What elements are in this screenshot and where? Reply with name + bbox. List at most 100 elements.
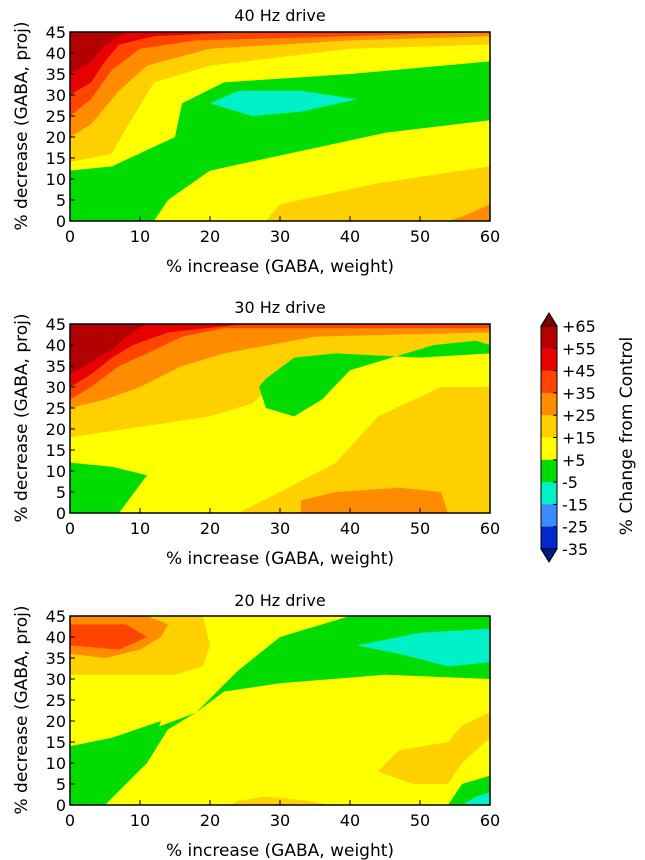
contour-region [70, 32, 490, 163]
colorbar-tick-label: +35 [562, 384, 596, 403]
y-tick-label: 45 [46, 607, 66, 626]
contour-region [238, 387, 490, 513]
panel-title: 30 Hz drive [234, 298, 325, 317]
y-tick-label: 20 [46, 128, 66, 147]
y-tick-label: 35 [46, 649, 66, 668]
colorbar-tick-label: +5 [562, 451, 586, 470]
colorbar-swatches [540, 312, 558, 563]
y-tick-label: 35 [46, 357, 66, 376]
contour-area [70, 32, 490, 221]
contour-region [70, 462, 147, 513]
y-tick-label: 30 [46, 670, 66, 689]
contour-region [70, 624, 147, 650]
x-axis-ticks: 0 10 20 30 40 50 60 [65, 216, 500, 246]
x-tick-label: 60 [480, 227, 500, 246]
contour-region [70, 324, 490, 408]
y-tick-label: 45 [46, 315, 66, 334]
colorbar-tick-label: +45 [562, 362, 596, 381]
contour-area [70, 324, 490, 513]
x-tick-label: 0 [65, 519, 75, 538]
colorbar-swatch [541, 482, 557, 505]
colorbar-tick-label: +15 [562, 429, 596, 448]
panel-title: 40 Hz drive [234, 6, 325, 25]
colorbar-swatch [541, 526, 557, 550]
colorbar-swatch [541, 348, 557, 372]
colorbar: +65 +55 +45 +35 +25 +15 +5 -5 -15 -25 -35 % Change… [540, 312, 637, 563]
y-tick-label: 20 [46, 420, 66, 439]
contour-region [462, 792, 490, 805]
panel-30hz: 30 Hz drive 0 10 20 30 40 50 60 0 5 10 15 20 25 30 35… [12, 298, 500, 569]
panel-40hz: 40 Hz drive 0 10 20 30 40 50 60 0 5 10 15 20 25 30 35… [12, 6, 500, 277]
contour-region [210, 90, 357, 116]
x-axis-ticks: 0 10 20 30 40 50 60 [65, 508, 500, 538]
x-tick-label: 20 [200, 227, 220, 246]
contour-area [70, 616, 490, 805]
x-tick-label: 10 [130, 227, 150, 246]
y-tick-label: 10 [46, 170, 66, 189]
x-tick-label: 30 [270, 811, 290, 830]
y-tick-label: 20 [46, 712, 66, 731]
panel-title: 20 Hz drive [234, 591, 325, 610]
colorbar-swatch [541, 392, 557, 416]
y-tick-label: 0 [56, 212, 66, 231]
contour-region [448, 204, 490, 221]
x-axis-label: % increase (GABA, weight) [166, 549, 394, 569]
y-tick-label: 0 [56, 796, 66, 815]
x-axis-ticks: 0 10 20 30 40 50 60 [65, 800, 500, 830]
colorbar-tick-label: +65 [562, 317, 596, 336]
x-tick-label: 10 [130, 519, 150, 538]
y-tick-label: 35 [46, 65, 66, 84]
y-axis-ticks: 0 5 10 15 20 25 30 35 40 45 [46, 315, 75, 523]
y-tick-label: 40 [46, 44, 66, 63]
y-axis-ticks: 0 5 10 15 20 25 30 35 40 45 [46, 23, 75, 231]
y-tick-label: 10 [46, 462, 66, 481]
x-tick-label: 20 [200, 519, 220, 538]
x-tick-label: 60 [480, 519, 500, 538]
contour-region [259, 340, 490, 417]
y-tick-label: 15 [46, 441, 66, 460]
colorbar-tick-label: -25 [562, 518, 588, 537]
colorbar-ticks: +65 +55 +45 +35 +25 +15 +5 -5 -15 -25 -35 [553, 317, 596, 559]
y-tick-label: 30 [46, 86, 66, 105]
colorbar-tick-label: +25 [562, 406, 596, 425]
y-tick-label: 15 [46, 733, 66, 752]
x-tick-label: 50 [410, 811, 430, 830]
colorbar-label: % Change from Control [617, 337, 637, 535]
colorbar-tick-label: +55 [562, 339, 596, 358]
x-tick-label: 50 [410, 519, 430, 538]
x-tick-label: 0 [65, 227, 75, 246]
colorbar-extend-bottom [540, 548, 558, 563]
y-tick-label: 30 [46, 378, 66, 397]
contour-region [70, 32, 245, 95]
y-tick-label: 40 [46, 628, 66, 647]
x-tick-label: 50 [410, 227, 430, 246]
contour-region [70, 324, 147, 375]
x-tick-label: 0 [65, 811, 75, 830]
y-tick-label: 5 [56, 191, 66, 210]
y-axis-label: % decrease (GABA, proj) [12, 21, 32, 230]
x-tick-label: 40 [340, 519, 360, 538]
figure: 40 Hz drive 0 10 20 30 40 50 60 05101520253035… [12, 6, 500, 860]
x-tick-label: 30 [270, 227, 290, 246]
contour-region [378, 712, 490, 784]
colorbar-swatch [541, 459, 557, 483]
colorbar-tick-label: -5 [562, 473, 578, 492]
y-tick-label: 25 [46, 107, 66, 126]
x-tick-label: 10 [130, 811, 150, 830]
contour-region [357, 628, 490, 667]
colorbar-swatch [541, 415, 557, 438]
y-tick-label: 45 [46, 23, 66, 42]
contour-region [70, 616, 490, 805]
x-axis-label: % increase (GABA, weight) [166, 257, 394, 277]
colorbar-extend-top [540, 312, 558, 327]
x-tick-label: 40 [340, 811, 360, 830]
x-tick-label: 60 [480, 811, 500, 830]
y-tick-label: 40 [46, 336, 66, 355]
y-tick-label: 0 [56, 504, 66, 523]
colorbar-swatch [541, 504, 557, 528]
colorbar-tick-label: -15 [562, 495, 588, 514]
x-axis-label: % increase (GABA, weight) [166, 841, 394, 860]
x-tick-label: 20 [200, 811, 220, 830]
y-tick-label: 5 [56, 775, 66, 794]
y-axis-label: % decrease (GABA, proj) [12, 313, 32, 522]
